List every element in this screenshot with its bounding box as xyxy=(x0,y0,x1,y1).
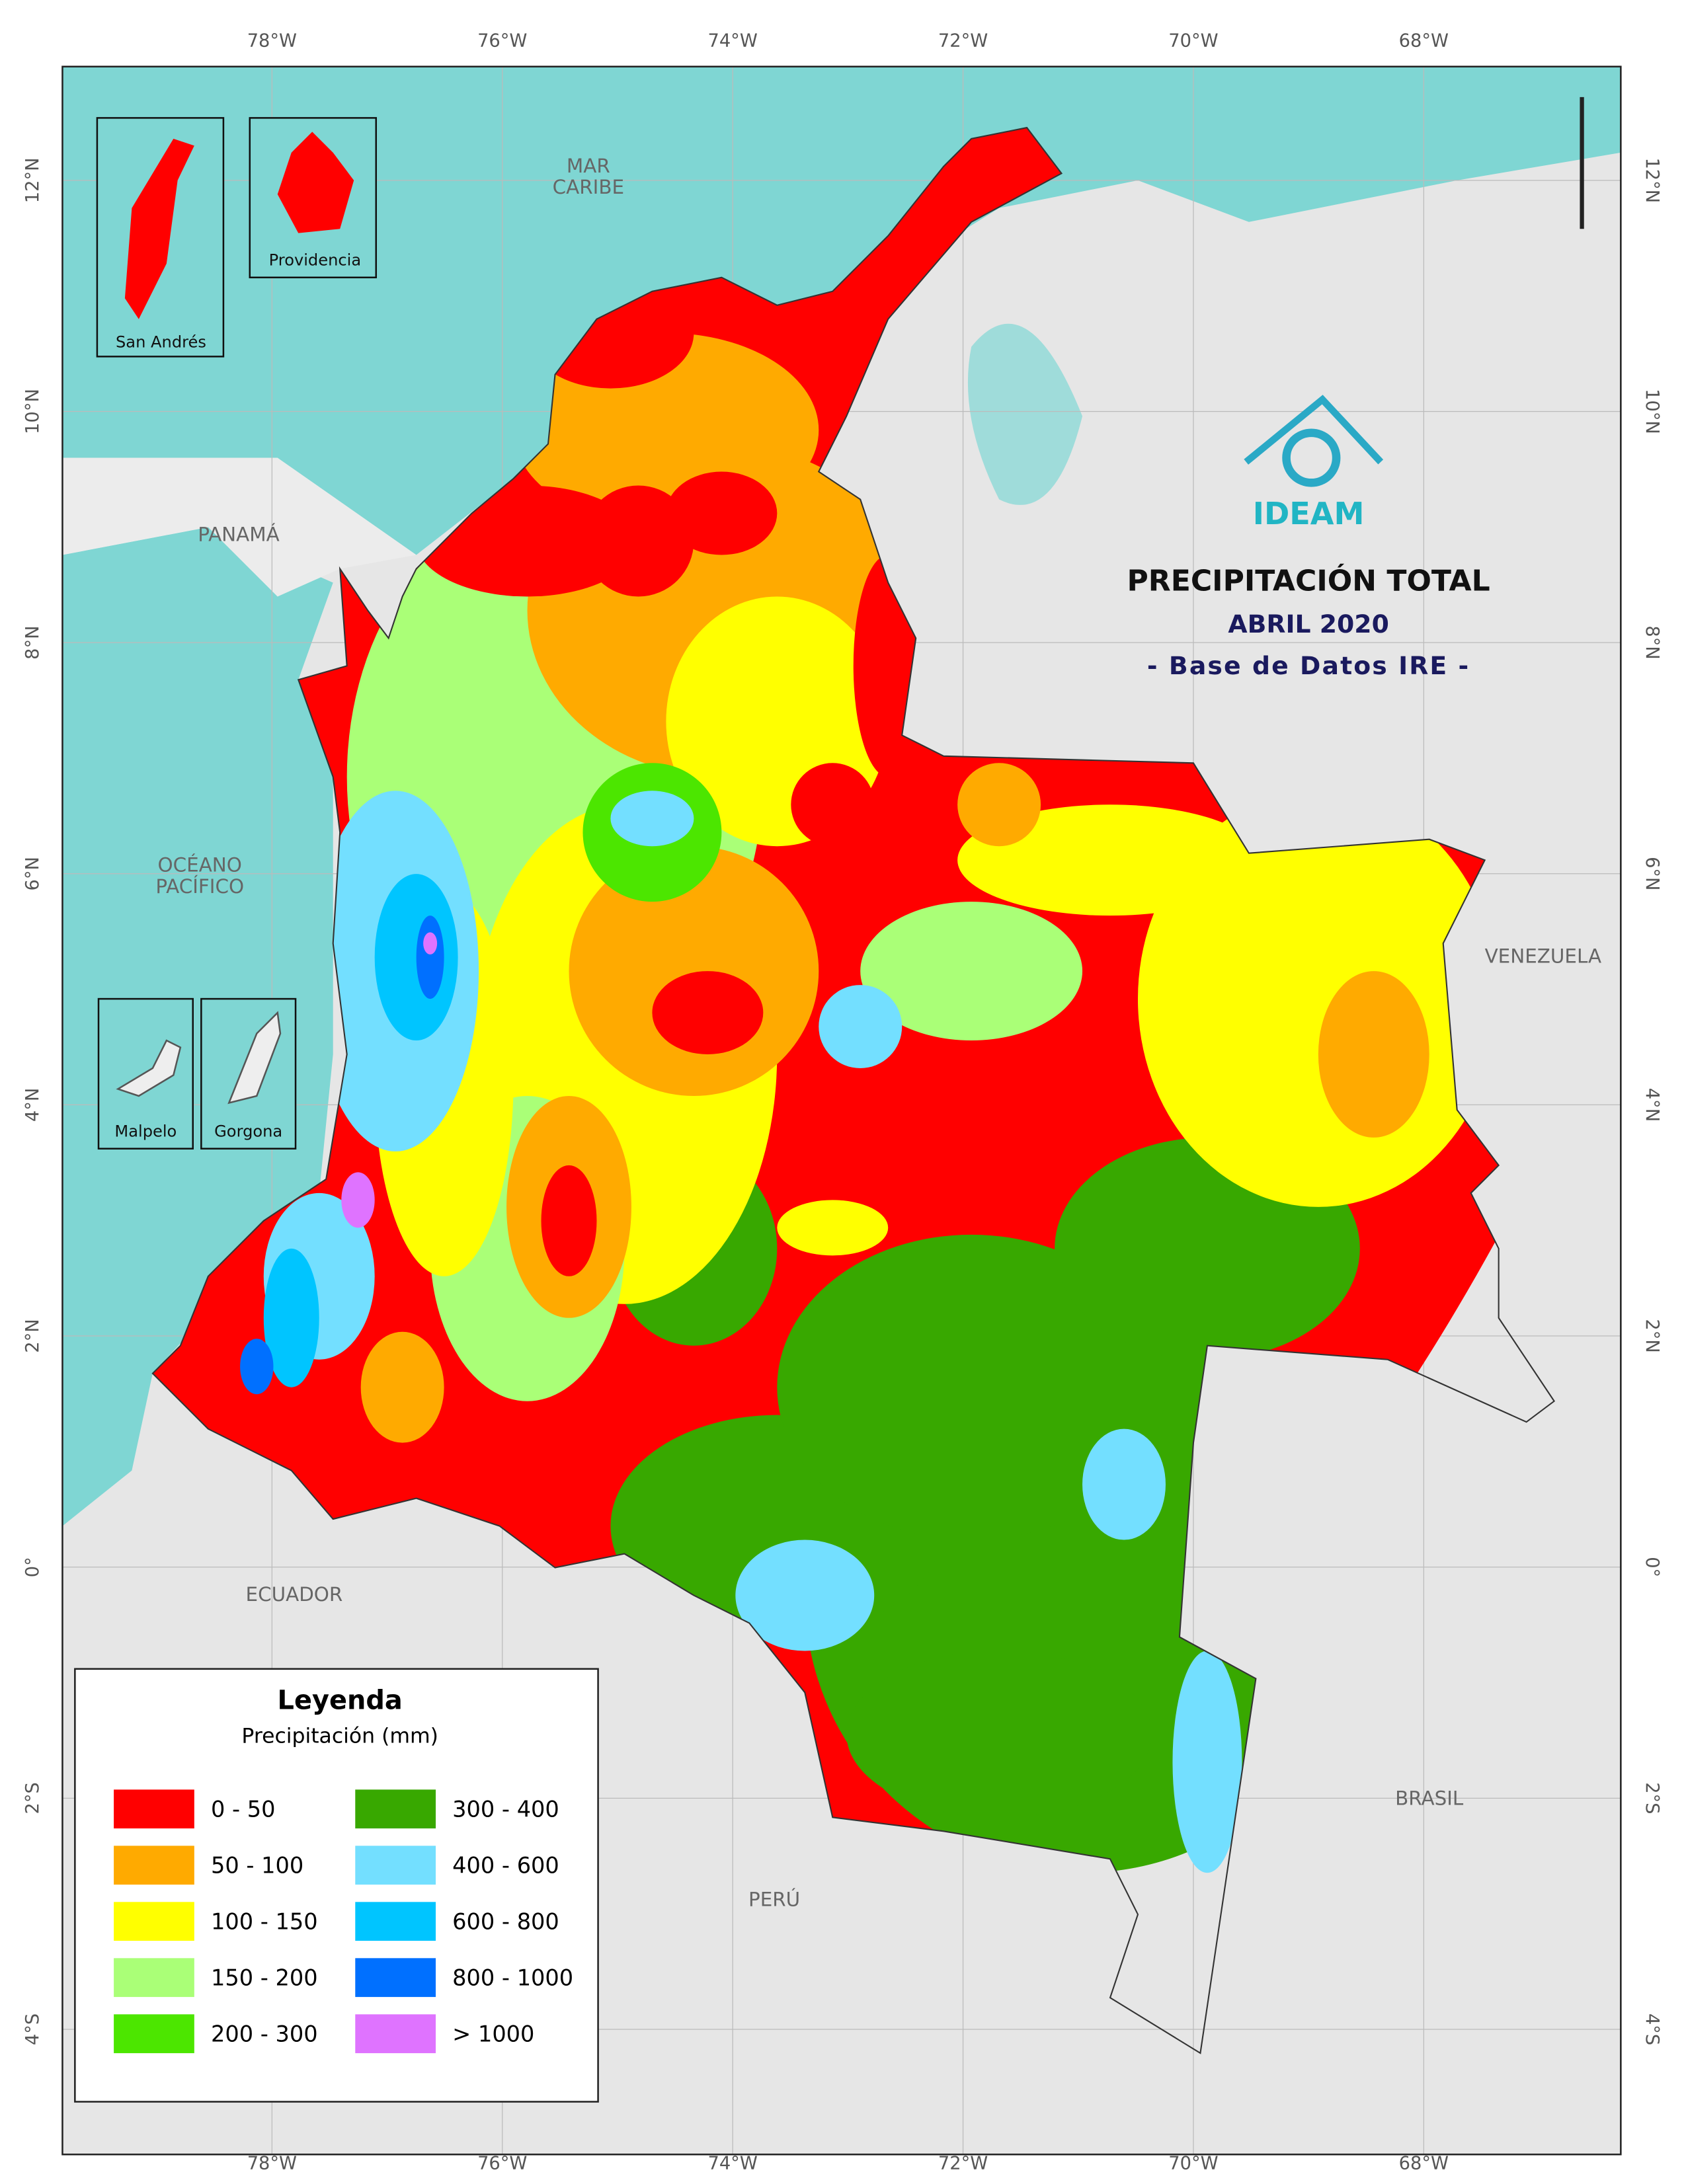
place-label: PERÚ xyxy=(748,1887,800,1911)
precip-zone xyxy=(957,763,1041,847)
lat-label: 2°S xyxy=(22,1782,43,1814)
lon-label: 78°W xyxy=(247,30,297,51)
source: - Base de Datos IRE - xyxy=(1147,651,1470,680)
precip-zone xyxy=(957,804,1263,916)
legend-swatch xyxy=(114,1958,194,1998)
map-frame xyxy=(61,65,1622,2156)
logo: IDEAM xyxy=(1253,496,1365,531)
lat-label: 6°N xyxy=(1642,857,1662,890)
precip-zone xyxy=(360,1331,444,1443)
legend-label: 50 - 100 xyxy=(211,1852,303,1878)
inset-label: Gorgona xyxy=(214,1122,282,1141)
lon-label: 72°W xyxy=(938,2153,988,2173)
subtitle: ABRIL 2020 xyxy=(1228,609,1388,639)
precip-zone xyxy=(791,763,875,847)
inset-label: Malpelo xyxy=(114,1122,177,1141)
precip-zone xyxy=(541,1165,597,1276)
legend-swatch xyxy=(355,2014,436,2054)
legend-swatch xyxy=(114,1902,194,1941)
lat-label: 8°N xyxy=(22,625,43,659)
legend-swatch xyxy=(355,1902,436,1941)
legend-swatch xyxy=(355,1958,436,1998)
lat-label: 10°N xyxy=(22,389,43,434)
insets xyxy=(96,117,378,1150)
legend-label: 150 - 200 xyxy=(211,1965,318,1990)
lat-label: 2°N xyxy=(22,1319,43,1352)
lon-label: 74°W xyxy=(707,30,757,51)
precip-zone xyxy=(846,1651,1152,1818)
logo-mark xyxy=(1244,395,1384,487)
legend-subtitle: Precipitación (mm) xyxy=(241,1725,438,1748)
legend-swatch xyxy=(114,1789,194,1829)
precip-zone xyxy=(777,1234,1166,1540)
place-label: MAR CARIBE xyxy=(553,154,624,198)
precip-zone xyxy=(652,971,764,1055)
lat-label: 4°S xyxy=(1642,2013,1662,2045)
lon-label: 68°W xyxy=(1399,30,1449,51)
precip-zone xyxy=(735,1540,875,1651)
place-label: OCÉANO PACÍFICO xyxy=(155,853,244,897)
title: PRECIPITACIÓN TOTAL xyxy=(1127,563,1490,598)
precip-zone xyxy=(341,1172,375,1228)
precip-zone xyxy=(666,471,778,555)
place-label: ECUADOR xyxy=(246,1583,343,1606)
legend-label: > 1000 xyxy=(452,2021,534,2047)
place-label: BRASIL xyxy=(1395,1787,1464,1810)
lon-label: 76°W xyxy=(477,30,527,51)
lon-label: 70°W xyxy=(1168,2153,1218,2173)
precip-zone xyxy=(1172,1651,1242,1873)
legend-swatch xyxy=(355,1789,436,1829)
legend-swatch xyxy=(114,2014,194,2054)
precip-zone xyxy=(569,846,819,1096)
lat-label: 6°N xyxy=(22,857,43,890)
precip-zone xyxy=(416,916,444,999)
precip-zone xyxy=(240,1339,274,1395)
precip-zone xyxy=(263,1248,319,1387)
legend-label: 800 - 1000 xyxy=(452,1965,573,1990)
lat-label: 2°S xyxy=(1642,1782,1662,1814)
legend-label: 300 - 400 xyxy=(452,1796,559,1822)
legend-label: 400 - 600 xyxy=(452,1852,559,1878)
legend-label: 200 - 300 xyxy=(211,2021,318,2047)
legend-label: 100 - 150 xyxy=(211,1908,318,1934)
lat-label: 4°N xyxy=(1642,1088,1662,1122)
lat-label: 4°N xyxy=(22,1088,43,1122)
legend-title: Leyenda xyxy=(278,1686,403,1716)
lon-label: 70°W xyxy=(1168,30,1218,51)
lon-label: 74°W xyxy=(707,2153,757,2173)
place-label: VENEZUELA xyxy=(1485,945,1602,968)
lat-label: 12°N xyxy=(1642,157,1662,203)
place-label: PANAMÁ xyxy=(198,523,279,546)
inset-label: Providencia xyxy=(269,251,361,270)
legend-label: 0 - 50 xyxy=(211,1796,276,1822)
inset-label: San Andrés xyxy=(116,332,206,351)
precip-zone xyxy=(1082,1428,1166,1540)
lat-label: 0° xyxy=(22,1557,43,1577)
lat-label: 0° xyxy=(1642,1557,1662,1577)
lat-label: 8°N xyxy=(1642,625,1662,659)
precip-zone xyxy=(860,902,1083,1041)
lat-label: 12°N xyxy=(22,157,43,203)
lon-label: 68°W xyxy=(1399,2153,1449,2173)
legend-label: 600 - 800 xyxy=(452,1908,559,1934)
precip-zone xyxy=(819,985,903,1069)
lon-label: 72°W xyxy=(938,30,988,51)
legend-swatch xyxy=(114,1846,194,1885)
labels: 78°W 78°W 76°W 76°W 74°W 74°W 72°W 72°W 70°W 70°W… xyxy=(22,30,1662,2173)
precip-zone xyxy=(610,791,694,847)
precip-zone xyxy=(777,1200,889,1256)
lon-label: 76°W xyxy=(477,2153,527,2173)
lon-label: 78°W xyxy=(247,2153,297,2173)
legend-swatch xyxy=(355,1846,436,1885)
precip-zone xyxy=(1318,971,1429,1138)
lat-label: 2°N xyxy=(1642,1319,1662,1352)
precip-zone xyxy=(423,932,438,955)
lat-label: 4°S xyxy=(22,2013,43,2045)
lat-label: 10°N xyxy=(1642,389,1662,434)
legend-items: Leyenda Precipitación (mm) 0 - 50 50 - 100 1… xyxy=(114,1686,573,2054)
